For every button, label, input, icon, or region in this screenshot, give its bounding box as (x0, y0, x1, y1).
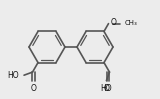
Text: O: O (111, 18, 116, 27)
Text: O: O (103, 84, 109, 93)
Text: HO: HO (101, 84, 112, 93)
Text: O: O (31, 84, 36, 93)
Text: HO: HO (7, 71, 19, 80)
Text: CH₃: CH₃ (124, 20, 137, 26)
